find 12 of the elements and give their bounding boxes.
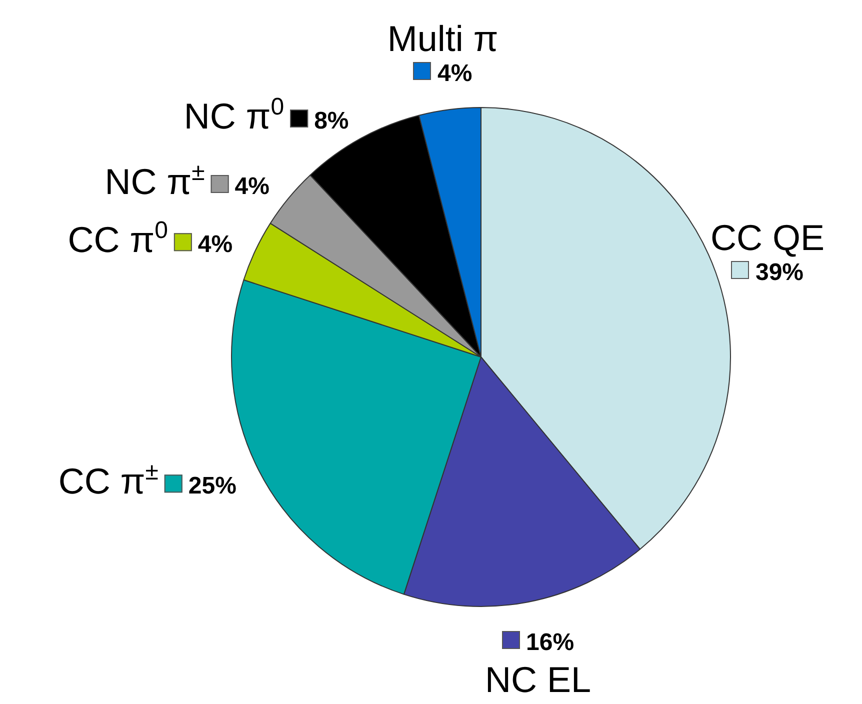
data-label: 25% [188,472,236,500]
data-label: 8% [314,107,349,134]
data-label: 4% [198,231,233,258]
slice-label: NC EL [485,659,592,700]
legend-label: CC π± [58,458,158,502]
slice-label: CC QE [710,216,825,258]
legend-label: NC π± [104,159,205,202]
data-label: 4% [437,60,472,87]
data-label: 16% [526,629,574,656]
data-label: 39% [755,258,804,286]
data-label: 4% [234,173,270,200]
slice-label: Multi π [387,18,498,59]
